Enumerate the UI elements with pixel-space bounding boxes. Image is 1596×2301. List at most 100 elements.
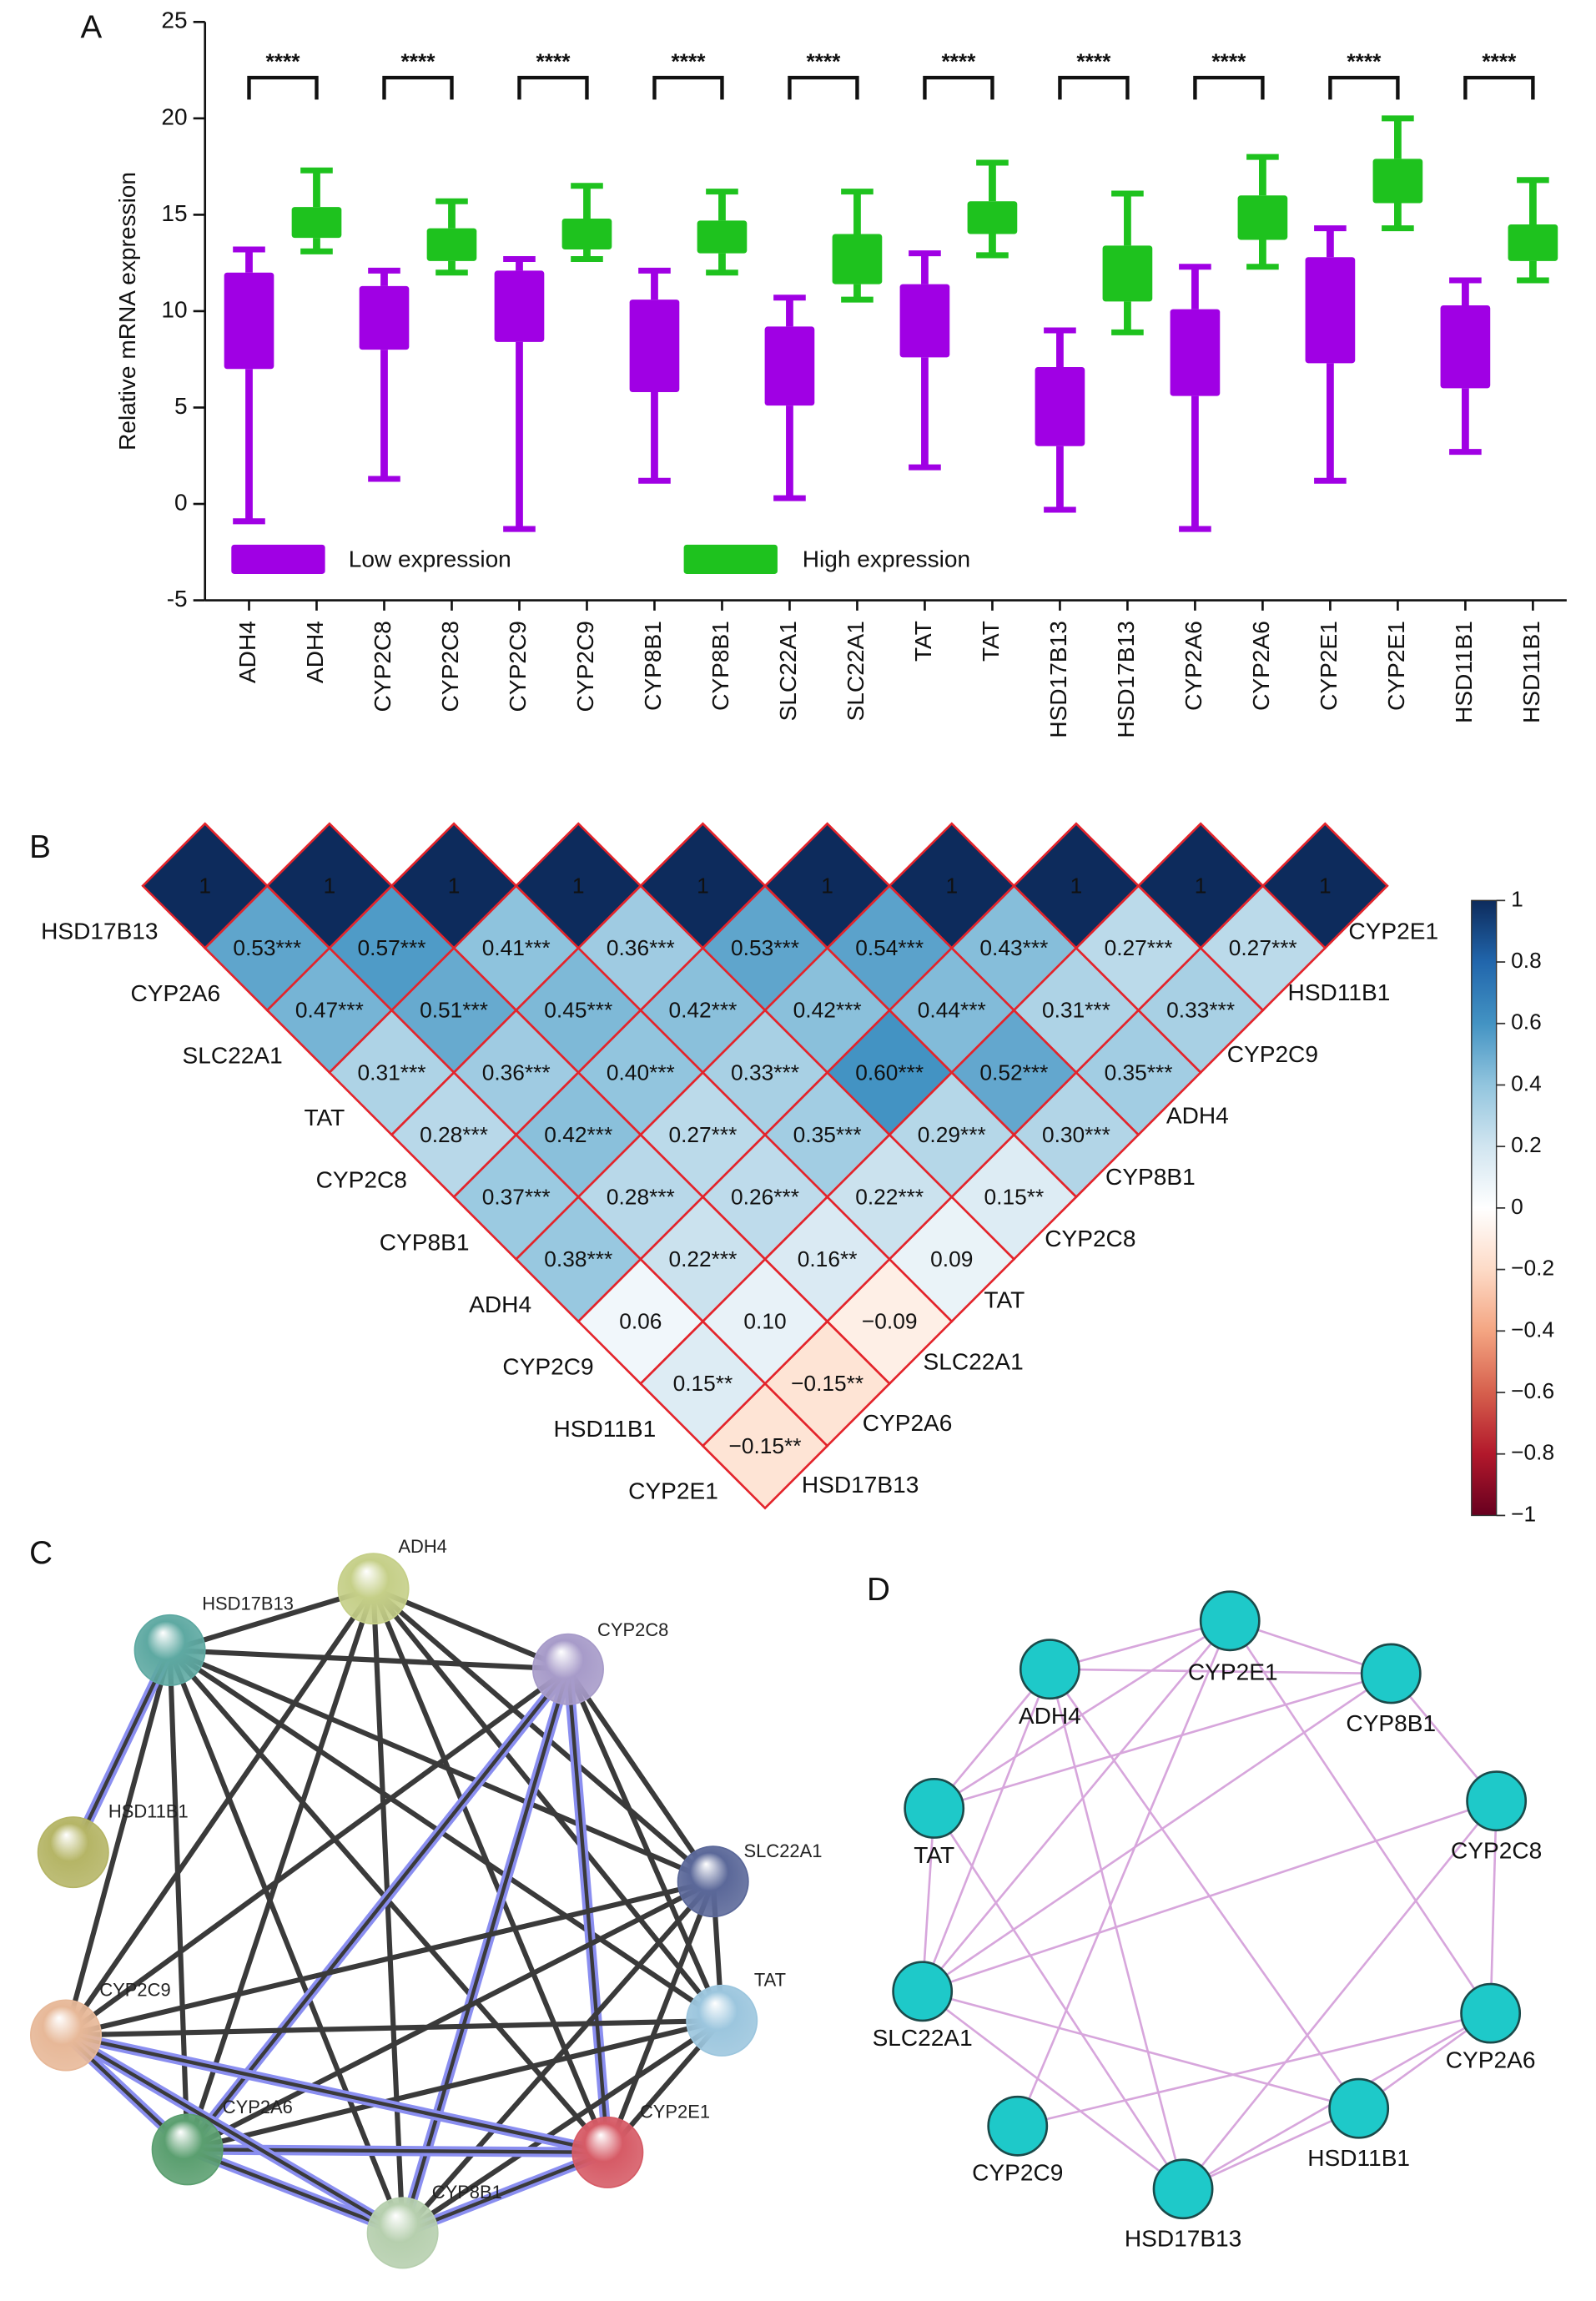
node-label: TAT [914,1842,954,1868]
node-label: HSD17B13 [202,1593,294,1614]
edge [184,1588,376,2151]
edge [168,1648,723,2023]
box [1035,366,1085,446]
cell-label: 1 [199,873,211,898]
cell-label: 0.27*** [1105,935,1173,960]
edge [64,1667,570,2037]
cell-label: 0.28*** [607,1184,675,1209]
column-label: TAT [984,1287,1025,1313]
node-label: CYP8B1 [1346,1710,1436,1736]
edge [1182,2107,1360,2190]
edge [921,1672,1392,1992]
cell-label: 0.57*** [358,935,426,960]
y-tick-label: 10 [161,296,187,322]
cell-label: 1 [697,873,709,898]
edge [63,1649,173,2037]
node [686,1984,758,2057]
x-tick-label: CYP2A6 [1181,621,1206,711]
column-label: CYP2C8 [1045,1226,1135,1251]
node-label: CYP2A6 [1446,2047,1536,2072]
edge [1017,2011,1491,2127]
colorbar-tick-label: −0.2 [1511,1256,1554,1281]
cell-label: 0.43*** [979,935,1048,960]
node-label: CYP2A6 [223,2097,293,2117]
edge [370,1589,405,2233]
node [892,1961,954,2022]
cell-label: −0.09 [862,1309,918,1334]
colorbar-tick-label: 0.6 [1511,1010,1542,1035]
x-tick-label: CYP2C8 [437,621,463,712]
node-label: CYP2C9 [99,1980,170,2001]
edge [71,1649,172,1854]
cell-label: 0.06 [619,1309,662,1334]
node-label: CYP8B1 [432,2182,502,2203]
node [531,1633,604,1705]
cell-label: 0.31*** [1042,998,1110,1023]
cell-label: 0.41*** [482,935,551,960]
edge [186,1879,715,2152]
y-tick-label: -5 [167,586,188,612]
significance-bracket [1463,75,1535,100]
box [224,272,274,370]
edge [1229,1620,1492,2014]
edge [167,1649,190,2150]
node-label: CYP2C8 [1451,1838,1542,1864]
significance-bracket [1193,75,1265,100]
edge [167,1649,405,2234]
significance-label: **** [806,48,841,73]
cell-label: 0.31*** [358,1060,426,1085]
x-tick-label: CYP8B1 [707,621,733,711]
edge [921,1669,1051,1992]
node-label: ADH4 [398,1536,446,1557]
node [133,1614,206,1686]
significance-bracket [1328,75,1400,100]
column-label: SLC22A1 [924,1348,1024,1374]
node [1460,1982,1522,2044]
cell-label: 1 [324,873,336,898]
cell-label: 0.30*** [1042,1122,1110,1147]
significance-label: **** [401,48,436,73]
box [291,207,342,239]
cell-label: 0.09 [930,1246,973,1271]
row-label: SLC22A1 [183,1043,283,1069]
cell-label: 1 [821,873,833,898]
significance-label: **** [1482,48,1517,73]
colorbar-tick-label: −0.4 [1511,1317,1554,1342]
node [1199,1590,1261,1652]
edge [400,1880,716,2235]
x-tick-label: HSD17B13 [1113,621,1139,738]
cell-label: −0.15** [791,1371,863,1396]
edge [1016,1620,1231,2127]
node [337,1553,410,1625]
y-tick-label: 20 [161,103,187,129]
legend-swatch [231,544,325,574]
node-label: SLC22A1 [744,1840,823,1861]
box [967,201,1018,234]
x-tick-label: CYP2C9 [572,621,598,712]
node-label: SLC22A1 [873,2025,973,2051]
edge [371,1586,715,1884]
x-tick-label: CYP2E1 [1383,621,1409,711]
cell-label: 0.42*** [793,998,862,1023]
column-label: CYP8B1 [1105,1164,1196,1190]
edge [186,2017,722,2152]
edge [371,1587,724,2022]
significance-label: **** [671,48,706,73]
box [629,300,680,392]
node [1360,1643,1422,1704]
cell-label: 1 [1195,873,1207,898]
cell-label: 0.42*** [668,998,737,1023]
edge [934,1672,1392,1810]
edge [605,1881,716,2153]
cell-label: 0.26*** [731,1184,799,1209]
significance-bracket [652,75,724,100]
x-tick-label: ADH4 [302,621,328,683]
box [1170,309,1221,396]
cell-label: 0.22*** [855,1184,924,1209]
edge [65,2033,608,2155]
node [366,2197,439,2269]
column-label: CYP2E1 [1348,918,1438,944]
row-label: CYP2C8 [316,1167,407,1193]
edge [1182,1800,1498,2190]
node-label: HSD17B13 [1125,2226,1241,2252]
